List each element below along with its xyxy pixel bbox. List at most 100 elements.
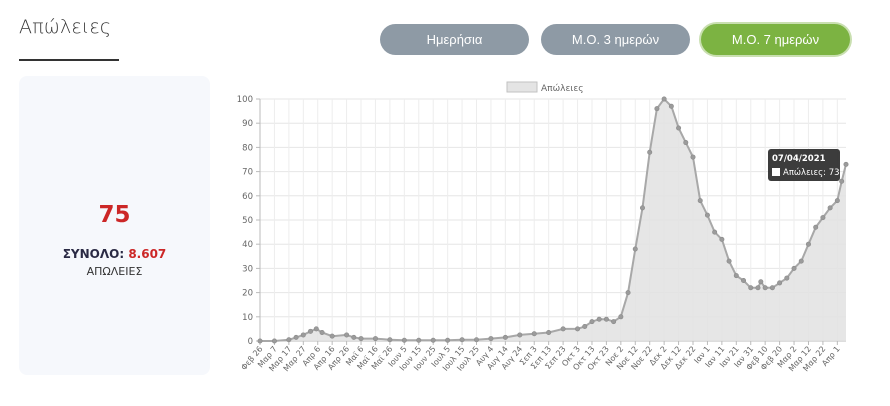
tab-daily[interactable]: Ημερήσια: [380, 24, 529, 55]
x-tick-label: Μαρ 7: [256, 345, 279, 370]
x-tick-label: Αυγ 4: [474, 345, 495, 368]
x-tick-label: Μαϊ 16: [355, 345, 380, 372]
data-point: [769, 285, 775, 291]
data-point: [459, 337, 465, 343]
series-area: [260, 99, 846, 341]
data-point: [502, 334, 508, 340]
data-point: [712, 229, 718, 235]
x-tick-label: Σεπ 23: [543, 345, 567, 371]
tooltip-swatch: [772, 168, 780, 176]
x-tick-label: Ιουν 25: [412, 345, 438, 373]
x-tick-label: Σεπ 3: [518, 345, 539, 368]
y-tick-label: 90: [242, 119, 253, 129]
y-tick-label: 50: [242, 216, 253, 226]
y-tick-label: 60: [242, 192, 253, 202]
x-tick-label: Ιουλ 5: [430, 345, 452, 369]
x-tick-label: Ιουν 15: [398, 345, 424, 373]
tooltip: 07/04/2021 Απώλειες: 73: [768, 149, 840, 181]
x-tick-label: Νοε 2: [604, 345, 626, 368]
total-label: ΣΥΝΟΛΟ:: [62, 247, 125, 261]
legend-swatch: [506, 81, 538, 93]
x-tick-label: Αυγ 24: [500, 345, 525, 372]
x-tick-label: Νοε 12: [615, 345, 640, 372]
x-tick-label: Μαρ 27: [282, 345, 308, 374]
data-point: [319, 330, 325, 336]
data-point: [791, 265, 797, 271]
data-point: [344, 332, 350, 338]
total-line: ΣΥΝΟΛΟ: 8.607: [19, 247, 210, 261]
x-tick-label: Ιαν 31: [732, 345, 755, 370]
series-line: [260, 97, 847, 342]
x-tick-label: Απρ 1: [820, 345, 842, 368]
tab-7day-average[interactable]: Μ.Ο. 7 ημερών: [701, 24, 850, 55]
data-point: [647, 149, 653, 155]
data-point: [271, 338, 277, 344]
data-point: [733, 273, 739, 279]
data-point: [719, 236, 725, 242]
data-point: [351, 334, 357, 340]
x-tick-label: Οκτ 3: [560, 345, 582, 369]
series-deaths: [257, 96, 849, 344]
data-point: [676, 125, 682, 131]
data-point: [286, 337, 292, 343]
data-point: [596, 316, 602, 322]
data-point: [762, 285, 768, 291]
data-point: [758, 279, 764, 285]
x-tick-label: Μαρ 22: [801, 345, 827, 374]
x-tick-label: Απρ 26: [326, 345, 351, 372]
data-point: [474, 337, 480, 343]
y-tick-label: 40: [242, 240, 253, 250]
page-title: Απώλειες: [19, 16, 112, 38]
data-point: [813, 224, 819, 230]
y-tick-label: 100: [237, 95, 253, 105]
data-point: [313, 326, 319, 332]
latest-value: 75: [98, 202, 131, 228]
x-tick-label: Ιουλ 25: [455, 345, 481, 373]
data-point: [843, 161, 849, 167]
x-tick-label: Μαρ 17: [267, 345, 293, 374]
data-point: [690, 154, 696, 160]
data-point: [531, 331, 537, 337]
tooltip-box: [768, 149, 840, 181]
data-point: [560, 326, 566, 332]
data-point: [546, 330, 552, 336]
data-point: [625, 290, 631, 296]
x-tick-label: Μαϊ 6: [344, 345, 365, 368]
x-tick-label: Μαϊ 26: [370, 345, 395, 372]
data-point: [777, 280, 783, 286]
x-tick-label: Ιαν 11: [704, 345, 727, 370]
total-value: 8.607: [128, 247, 167, 261]
data-point: [827, 205, 833, 211]
data-point: [293, 334, 299, 340]
x-tick-label: Ιουν 5: [387, 345, 409, 369]
data-point: [748, 285, 754, 291]
data-point: [582, 323, 588, 329]
data-point: [401, 337, 407, 343]
y-tick-label: 80: [242, 143, 253, 153]
data-point: [683, 140, 689, 146]
y-axis: 0 10 20 30 40 50 60 70 80 90 100: [237, 95, 261, 347]
data-point: [329, 333, 335, 339]
summary-caption: ΑΠΩΛΕΙΕΣ: [86, 265, 143, 278]
x-tick-label: Οκτ 13: [571, 345, 596, 373]
data-point: [416, 337, 422, 343]
data-point: [784, 275, 790, 281]
data-point: [618, 314, 624, 320]
data-point: [668, 103, 674, 109]
x-tick-label: Φεβ 26: [239, 345, 264, 373]
x-tick-label: Οκτ 23: [586, 345, 611, 373]
data-point: [654, 106, 660, 112]
data-point: [488, 336, 494, 342]
data-point: [697, 198, 703, 204]
data-point: [358, 336, 364, 342]
legend-label: Απώλειες: [541, 83, 584, 94]
x-tick-label: Νοε 22: [629, 345, 654, 372]
data-point: [661, 96, 667, 102]
data-point: [632, 246, 638, 252]
data-point: [257, 338, 263, 344]
data-point: [445, 337, 451, 343]
x-tick-label: Ιαν 21: [718, 345, 741, 370]
tab-3day-average[interactable]: Μ.Ο. 3 ημερών: [541, 24, 690, 55]
x-tick-label: Δεκ 22: [673, 345, 697, 372]
